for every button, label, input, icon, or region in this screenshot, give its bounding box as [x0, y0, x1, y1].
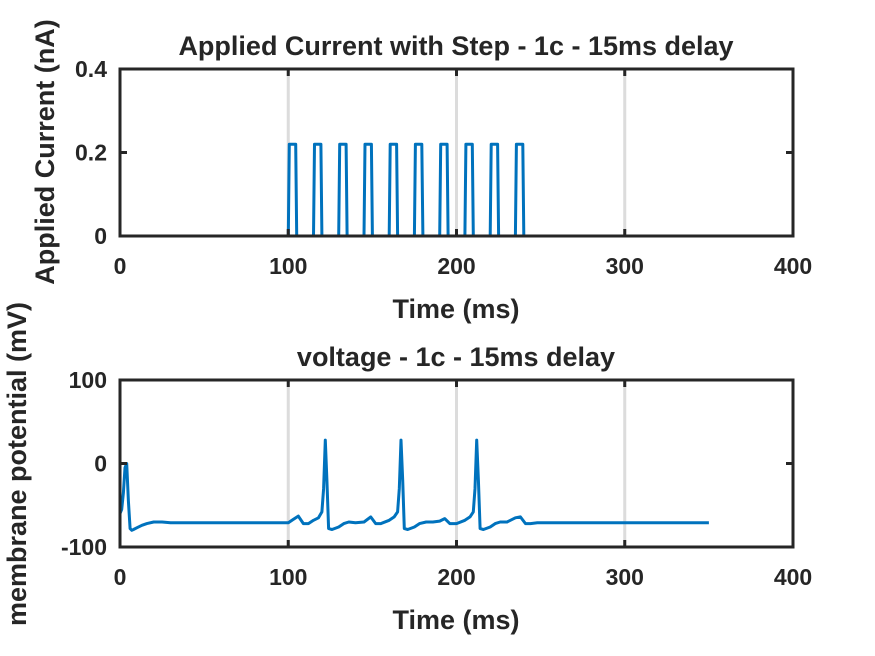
voltage-y-tick-label: 100	[69, 367, 107, 393]
voltage-y-tick-label: 0	[94, 451, 107, 477]
current-y-tick-label: 0.4	[75, 56, 107, 82]
current-x-tick-label: 300	[606, 253, 644, 279]
voltage-x-axis-label: Time (ms)	[392, 605, 519, 635]
voltage-series	[118, 438, 709, 532]
current-y-tick-label: 0	[94, 223, 107, 249]
voltage-y-axis-label: membrane potential (mV)	[2, 302, 32, 626]
current-x-tick-label: 400	[774, 253, 812, 279]
current-chart-title: Applied Current with Step - 1c - 15ms de…	[178, 31, 733, 61]
voltage-ticks: 0 100 200 300 400 -100 0 100	[61, 367, 812, 590]
current-x-tick-label: 200	[437, 253, 475, 279]
membrane-voltage-line	[118, 438, 709, 532]
current-y-tick-label: 0.2	[75, 140, 107, 166]
voltage-x-tick-label: 200	[437, 564, 475, 590]
current-x-tick-label: 100	[269, 253, 307, 279]
voltage-x-tick-label: 300	[606, 564, 644, 590]
current-axes: 0 100 200 300 400 0 0.2 0.4 Applied Current wit…	[30, 19, 812, 324]
current-y-axis-label: Applied Current (nA)	[30, 19, 60, 284]
voltage-x-tick-label: 400	[774, 564, 812, 590]
voltage-x-tick-label: 0	[114, 564, 127, 590]
current-ticks: 0 100 200 300 400 0 0.2 0.4	[75, 56, 812, 279]
voltage-grid	[286, 380, 627, 547]
current-x-tick-label: 0	[114, 253, 127, 279]
voltage-x-tick-label: 100	[269, 564, 307, 590]
voltage-y-tick-label: -100	[61, 534, 107, 560]
voltage-axes: 0 100 200 300 400 -100 0 100 voltage - 1c - 15m…	[2, 302, 812, 635]
current-x-axis-label: Time (ms)	[392, 294, 519, 324]
voltage-chart-title: voltage - 1c - 15ms delay	[297, 342, 615, 372]
